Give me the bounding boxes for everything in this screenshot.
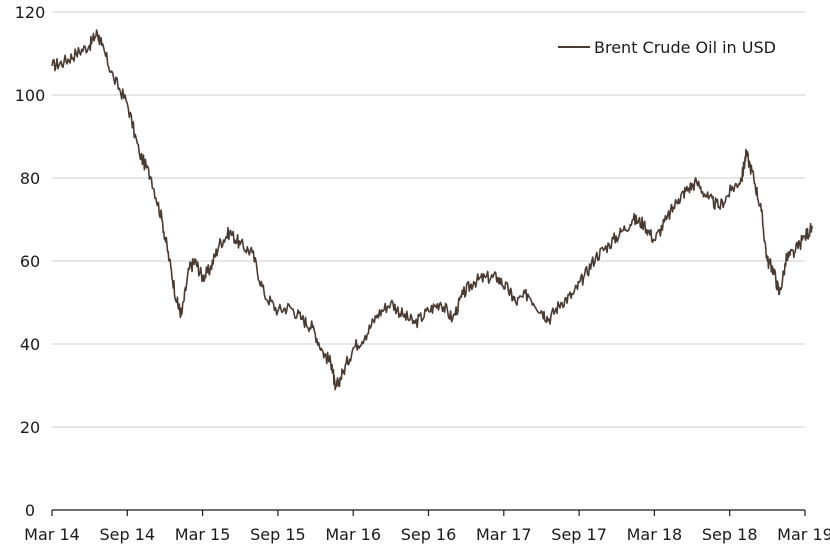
y-tick-label: 80	[20, 169, 40, 188]
gridlines	[52, 11, 805, 428]
x-tick-label: Mar 17	[476, 525, 532, 544]
series-line	[51, 29, 814, 391]
x-tick-label: Sep 16	[401, 525, 457, 544]
y-tick-label: 40	[20, 335, 40, 354]
legend: Brent Crude Oil in USD	[558, 38, 776, 57]
x-tick-label: Mar 18	[627, 525, 683, 544]
axes	[51, 509, 806, 516]
x-tick-label: Mar 19	[777, 525, 830, 544]
y-tick-label: 0	[25, 501, 35, 520]
x-tick-label: Mar 14	[24, 525, 80, 544]
y-tick-label: 20	[20, 418, 40, 437]
legend-label: Brent Crude Oil in USD	[594, 38, 776, 57]
y-tick-label: 120	[15, 3, 46, 22]
y-tick-labels: 0 20 40 60 80 100 120	[15, 3, 46, 520]
x-tick-label: Sep 18	[702, 525, 758, 544]
x-tick-label: Sep 14	[99, 525, 155, 544]
x-tick-label: Sep 17	[551, 525, 607, 544]
x-tick-label: Sep 15	[250, 525, 306, 544]
x-tick-labels: Mar 14 Sep 14 Mar 15 Sep 15 Mar 16 Sep 16 Mar …	[24, 525, 830, 544]
series-layer	[51, 29, 814, 391]
y-tick-label: 60	[20, 252, 40, 271]
x-tick-label: Mar 15	[175, 525, 231, 544]
y-tick-label: 100	[15, 86, 46, 105]
x-tick-label: Mar 16	[325, 525, 381, 544]
